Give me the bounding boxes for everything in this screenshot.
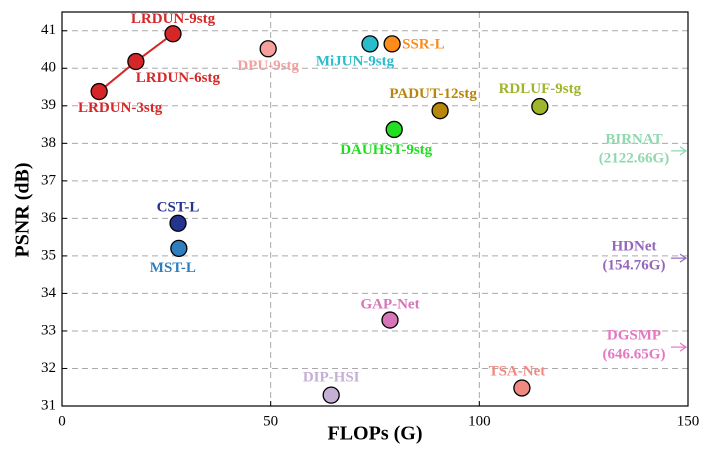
- arrow-head: [679, 146, 688, 156]
- point: [90, 82, 108, 101]
- y-tick-label: 40: [41, 60, 56, 76]
- point: [385, 120, 403, 139]
- point: [259, 40, 277, 58]
- point: [383, 35, 401, 53]
- point: [322, 386, 340, 404]
- x-tick-label: 0: [58, 413, 66, 429]
- y-axis-title: PSNR (dB): [12, 162, 34, 257]
- annotation-flops: (154.76G): [603, 258, 666, 274]
- arrow-head: [679, 253, 688, 263]
- point-label: LRDUN-6stg: [136, 70, 221, 86]
- annotation-name: HDNet: [612, 239, 657, 255]
- point: [170, 239, 188, 258]
- y-tick-label: 33: [41, 322, 56, 338]
- y-tick-label: 35: [41, 247, 56, 263]
- x-tick-label: 150: [677, 413, 700, 429]
- annotation-name: DGSMP: [607, 328, 661, 344]
- x-tick-label: 100: [468, 413, 491, 429]
- point: [513, 379, 531, 397]
- x-axis-title: FLOPs (G): [328, 423, 423, 445]
- point-label: LRDUN-9stg: [131, 11, 216, 27]
- point-label: GAP-Net: [360, 297, 419, 313]
- point: [431, 102, 449, 120]
- point-label: MiJUN-9stg: [316, 53, 395, 69]
- y-tick-label: 32: [41, 360, 56, 376]
- point: [164, 25, 182, 43]
- point-label: SSR-L: [402, 36, 445, 52]
- point-label: CST-L: [157, 200, 200, 216]
- point: [361, 35, 379, 53]
- y-tick-label: 39: [41, 97, 56, 113]
- x-tick-label: 50: [263, 413, 278, 429]
- point-label: PADUT-12stg: [389, 86, 477, 102]
- y-tick-label: 34: [41, 285, 57, 301]
- y-tick-label: 37: [41, 172, 57, 188]
- annotation-flops: (646.65G): [603, 347, 666, 363]
- point-label: DIP-HSI: [303, 370, 360, 386]
- annotation-name: BIRNAT: [605, 131, 662, 147]
- point: [127, 52, 145, 71]
- point-label: LRDUN-3stg: [78, 100, 163, 116]
- point-label: TSA-Net: [489, 363, 546, 379]
- arrow-head: [679, 342, 688, 352]
- point-label: DPU-9stg: [237, 58, 299, 74]
- y-tick-label: 31: [41, 397, 56, 413]
- y-tick-label: 41: [41, 22, 56, 38]
- annotation-flops: (2122.66G): [599, 150, 669, 166]
- point: [531, 97, 549, 116]
- point: [381, 311, 399, 329]
- plot-frame: [61, 11, 689, 407]
- point-label: MST-L: [150, 260, 196, 276]
- point-label: DAUHST-9stg: [340, 142, 432, 158]
- point: [169, 214, 187, 232]
- y-tick-label: 36: [41, 210, 57, 226]
- y-tick-label: 38: [41, 135, 56, 151]
- point-label: RDLUF-9stg: [499, 81, 582, 97]
